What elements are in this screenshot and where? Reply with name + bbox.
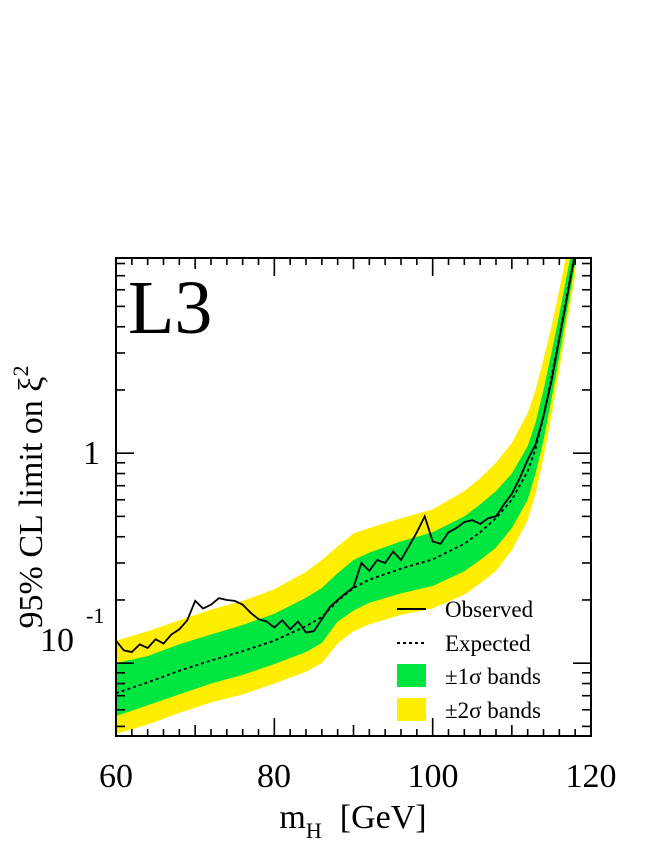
x-tick-label-100: 100 (408, 758, 459, 795)
x-axis-title-unit: [GeV] (340, 799, 427, 836)
observed-limit-line (116, 258, 576, 654)
y-tick-label-exponent: -1 (86, 603, 104, 628)
legend-expected-label: Expected (445, 631, 531, 656)
legend-band1-swatch (397, 664, 426, 687)
x-tick-label-120: 120 (566, 758, 617, 795)
y-tick-label-tenth: 10 -1 (40, 603, 104, 659)
experiment-label: L3 (128, 266, 212, 350)
legend-band2-label: ±2σ bands (445, 698, 541, 723)
x-tick-label-80: 80 (257, 758, 291, 795)
y-tick-label-one: 1 (83, 435, 100, 472)
x-axis-title-main: m (279, 799, 305, 836)
x-tick-labels: 60 80 100 120 (99, 758, 617, 795)
x-axis-title-sub: H (306, 818, 322, 843)
y-axis-title-main: 95% CL limit on ξ (13, 377, 50, 629)
axis-ticks (115, 258, 592, 736)
legend-band2-swatch (397, 698, 426, 721)
two-sigma-band (116, 258, 576, 734)
x-axis-title: mH [GeV] (279, 799, 426, 843)
y-axis-title-sup: 2 (8, 366, 33, 377)
legend: Observed Expected ±1σ bands ±2σ bands (397, 597, 541, 723)
x-tick-label-60: 60 (99, 758, 133, 795)
one-sigma-band (116, 258, 576, 717)
legend-band1-label: ±1σ bands (445, 664, 541, 689)
legend-observed-label: Observed (445, 597, 534, 622)
y-axis-title: 95% CL limit on ξ2 (8, 366, 50, 629)
expected-limit-line (116, 258, 576, 694)
y-tick-label-ten: 10 (40, 622, 74, 659)
